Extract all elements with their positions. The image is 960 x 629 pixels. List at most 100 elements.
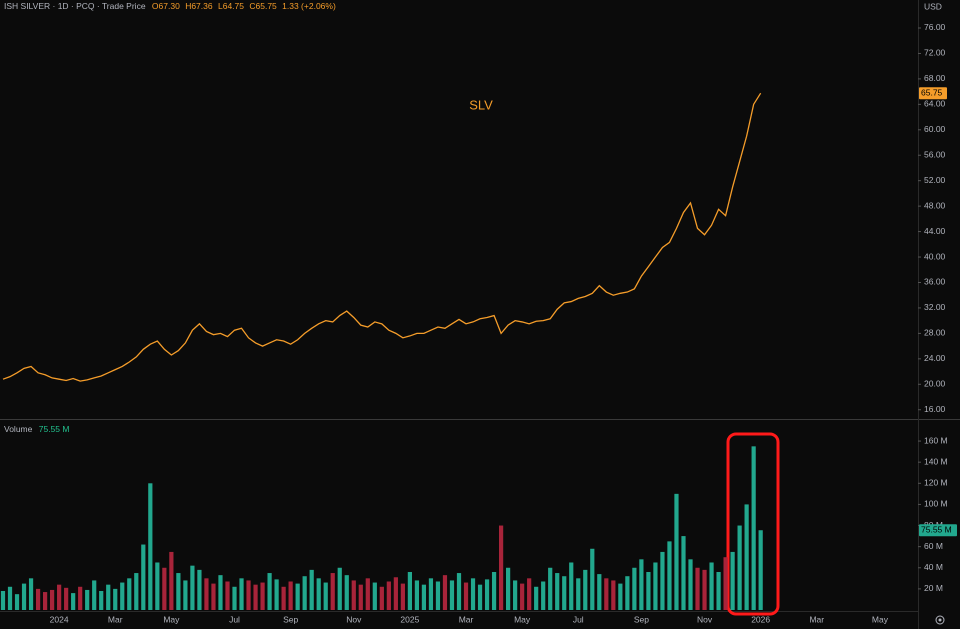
volume-bar	[302, 576, 307, 610]
volume-bar	[50, 589, 55, 610]
volume-title: Volume 75.55 M	[4, 424, 69, 434]
volume-bar	[295, 583, 300, 610]
volume-bar	[267, 573, 272, 610]
volume-bar	[393, 577, 398, 610]
volume-bar	[246, 580, 251, 610]
volume-bar	[477, 584, 483, 610]
last-price-label: 65.75	[921, 87, 943, 97]
volume-bar	[0, 590, 6, 610]
volume-bar	[386, 581, 391, 610]
volume-bar	[681, 536, 686, 610]
x-tick-label: May	[163, 614, 180, 624]
y-tick-label: 56.00	[924, 149, 946, 159]
volume-bar	[190, 565, 195, 610]
volume-bar	[730, 551, 735, 610]
volume-bar	[92, 580, 97, 610]
volume-bar	[400, 583, 405, 610]
y-tick-label: 72.00	[924, 48, 946, 58]
volume-bar	[155, 562, 160, 610]
y-tick-label: 60 M	[924, 541, 943, 551]
volume-bar	[134, 573, 139, 610]
volume-bar	[484, 579, 490, 610]
volume-bar	[674, 493, 679, 610]
volume-bar	[737, 525, 742, 610]
high-label: H67.36	[185, 1, 213, 11]
volume-bar	[421, 584, 427, 610]
x-tick-label: May	[514, 614, 531, 624]
symbol-title: ISH SILVER · 1D · PCQ · Trade Price	[4, 1, 146, 11]
volume-bar	[695, 567, 700, 610]
volume-bar	[316, 578, 321, 610]
volume-bar	[183, 580, 188, 610]
volume-bar	[7, 586, 13, 610]
volume-bar	[548, 567, 553, 610]
volume-bar	[78, 586, 83, 610]
volume-bar	[639, 559, 644, 610]
volume-bar	[365, 578, 370, 610]
volume-bar	[344, 575, 349, 610]
volume-bar	[162, 567, 167, 610]
y-tick-label: 24.00	[924, 353, 946, 363]
volume-bar	[260, 582, 265, 610]
volume-bar	[527, 578, 532, 610]
currency[interactable]: USD	[924, 1, 942, 11]
volume-bar	[513, 580, 518, 610]
y-tick-label: 76.00	[924, 22, 946, 32]
volume-bar	[64, 587, 69, 610]
volume-bar	[99, 590, 104, 610]
annotation: SLV	[469, 97, 493, 112]
x-tick-label: 2026	[751, 614, 770, 624]
low-label: L64.75	[218, 1, 244, 11]
volume-bar	[274, 579, 279, 610]
volume-bar	[281, 586, 286, 610]
volume-bar	[351, 580, 356, 610]
y-tick-label: 68.00	[924, 73, 946, 83]
y-tick-label: 36.00	[924, 277, 946, 287]
volume-bar	[28, 578, 34, 610]
volume-bar	[330, 573, 335, 610]
y-tick-label: 44.00	[924, 226, 946, 236]
volume-bar	[520, 583, 525, 610]
price-line	[2, 92, 762, 382]
volume-bar	[632, 567, 637, 610]
volume-bar	[35, 588, 41, 610]
y-tick-label: 32.00	[924, 302, 946, 312]
y-tick-label: 16.00	[924, 404, 946, 414]
volume-bar	[534, 586, 539, 610]
y-tick-label: 64.00	[924, 99, 946, 109]
volume-name: Volume	[4, 424, 33, 434]
volume-last: 75.55 M	[39, 424, 70, 434]
volume-bar	[470, 578, 476, 610]
volume-bar	[169, 551, 174, 610]
x-tick-label: 2025	[400, 614, 419, 624]
volume-bar	[576, 578, 581, 610]
volume-bar	[14, 594, 20, 610]
volume-bar	[716, 571, 721, 610]
settings-ring	[935, 615, 945, 625]
volume-bar	[127, 578, 132, 610]
close-label: C65.75	[249, 1, 277, 11]
volume-bar	[583, 569, 588, 610]
y-tick-label: 140 M	[924, 456, 948, 466]
settings-icon[interactable]	[935, 615, 945, 625]
volume-bar	[225, 581, 230, 610]
volume-bar	[358, 584, 363, 610]
y-tick-label: 40 M	[924, 562, 943, 572]
volume-bar	[211, 583, 216, 610]
y-tick-label: 100 M	[924, 499, 948, 509]
volume-bar	[414, 580, 420, 610]
x-tick-label: Sep	[634, 614, 649, 624]
open-label: O67.30	[152, 1, 180, 11]
volume-bar	[407, 571, 412, 610]
last-volume-label: 75.55 M	[921, 524, 952, 534]
volume-bar	[106, 584, 111, 610]
x-tick-label: Jul	[573, 614, 584, 624]
x-tick-label: Jul	[229, 614, 240, 624]
volume-bar	[541, 581, 546, 610]
y-tick-label: 20.00	[924, 379, 946, 389]
volume-bar	[85, 589, 90, 610]
y-tick-label: 20 M	[924, 583, 943, 593]
y-tick-label: 120 M	[924, 478, 948, 488]
volume-bar	[120, 582, 125, 610]
